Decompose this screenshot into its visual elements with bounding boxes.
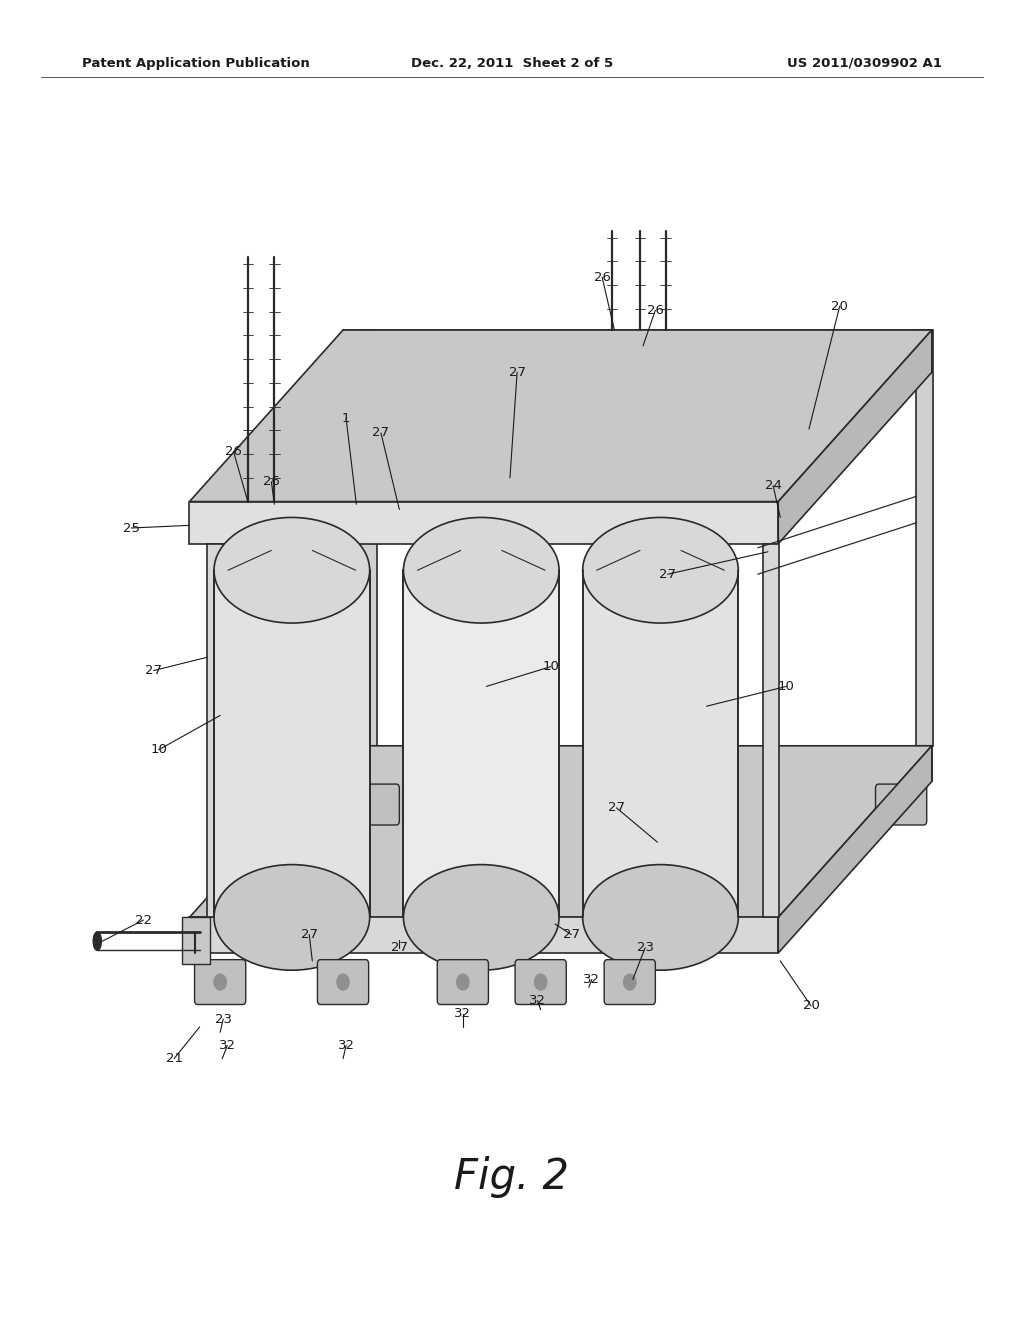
Text: 26: 26 [647, 304, 664, 317]
Polygon shape [207, 544, 223, 917]
Text: 26: 26 [263, 475, 280, 488]
Polygon shape [418, 544, 545, 570]
Text: US 2011/0309902 A1: US 2011/0309902 A1 [787, 57, 942, 70]
Text: 20: 20 [831, 300, 848, 313]
Text: 32: 32 [455, 1007, 471, 1020]
FancyBboxPatch shape [604, 960, 655, 1005]
Circle shape [457, 974, 469, 990]
Polygon shape [916, 330, 933, 746]
Text: 27: 27 [509, 366, 525, 379]
Polygon shape [778, 330, 932, 544]
Text: 27: 27 [373, 426, 389, 440]
Polygon shape [207, 746, 377, 917]
FancyBboxPatch shape [348, 784, 399, 825]
Ellipse shape [403, 517, 559, 623]
Circle shape [337, 974, 349, 990]
Polygon shape [403, 570, 559, 917]
Polygon shape [182, 917, 210, 964]
Text: 27: 27 [608, 801, 625, 814]
Text: 22: 22 [135, 913, 152, 927]
Polygon shape [207, 330, 377, 502]
Text: 25: 25 [123, 521, 139, 535]
Text: 27: 27 [659, 568, 676, 581]
Ellipse shape [403, 865, 559, 970]
Text: 27: 27 [563, 928, 580, 941]
Ellipse shape [214, 865, 370, 970]
Text: 23: 23 [637, 941, 653, 954]
Text: 10: 10 [778, 680, 795, 693]
Polygon shape [763, 746, 933, 917]
Text: Fig. 2: Fig. 2 [455, 1156, 569, 1199]
Text: 21: 21 [166, 1052, 182, 1065]
Polygon shape [228, 917, 355, 944]
Polygon shape [583, 570, 738, 917]
Polygon shape [214, 570, 370, 917]
Text: 10: 10 [151, 743, 167, 756]
Circle shape [624, 974, 636, 990]
Circle shape [535, 974, 547, 990]
Circle shape [214, 974, 226, 990]
FancyBboxPatch shape [437, 960, 488, 1005]
Text: 27: 27 [301, 928, 317, 941]
Text: 32: 32 [584, 973, 600, 986]
FancyBboxPatch shape [515, 960, 566, 1005]
Polygon shape [418, 917, 545, 944]
Ellipse shape [93, 932, 101, 950]
FancyBboxPatch shape [195, 960, 246, 1005]
Text: 27: 27 [145, 664, 162, 677]
Text: 23: 23 [215, 1012, 231, 1026]
Polygon shape [228, 544, 355, 570]
Text: 26: 26 [594, 271, 610, 284]
Text: 32: 32 [338, 1039, 354, 1052]
Ellipse shape [214, 517, 370, 623]
Polygon shape [763, 544, 779, 917]
Polygon shape [189, 330, 932, 502]
Text: 24: 24 [765, 479, 781, 492]
Polygon shape [597, 917, 724, 944]
Polygon shape [189, 917, 778, 953]
Polygon shape [778, 746, 932, 953]
Polygon shape [360, 330, 377, 746]
Text: 20: 20 [803, 999, 819, 1012]
Text: 32: 32 [219, 1039, 236, 1052]
Text: Patent Application Publication: Patent Application Publication [82, 57, 309, 70]
Text: 10: 10 [543, 660, 559, 673]
Ellipse shape [583, 517, 738, 623]
Polygon shape [189, 746, 932, 917]
Text: 26: 26 [225, 445, 242, 458]
Text: 32: 32 [529, 994, 546, 1007]
Ellipse shape [583, 865, 738, 970]
FancyBboxPatch shape [876, 784, 927, 825]
Polygon shape [597, 544, 724, 570]
Polygon shape [189, 502, 778, 544]
FancyBboxPatch shape [317, 960, 369, 1005]
Text: 1: 1 [342, 412, 350, 425]
Text: Dec. 22, 2011  Sheet 2 of 5: Dec. 22, 2011 Sheet 2 of 5 [411, 57, 613, 70]
Text: 27: 27 [391, 941, 408, 954]
Polygon shape [763, 330, 933, 502]
